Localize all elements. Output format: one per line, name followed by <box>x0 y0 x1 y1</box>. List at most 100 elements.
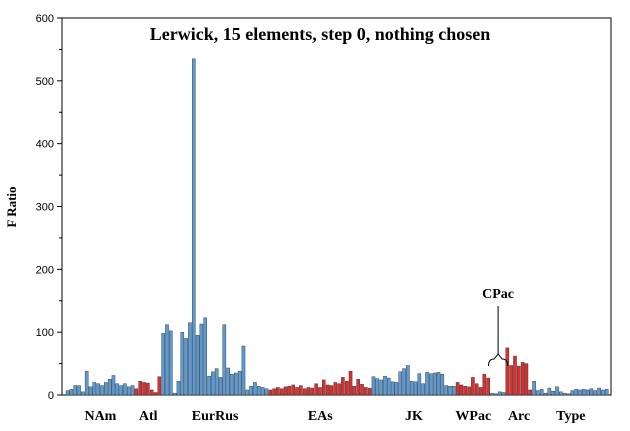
group-label: JK <box>405 409 423 424</box>
bar <box>436 372 441 396</box>
bar <box>501 392 506 396</box>
bar <box>429 373 433 396</box>
bar <box>126 386 131 396</box>
bar <box>142 382 146 396</box>
bar <box>218 377 223 396</box>
bar <box>505 347 510 396</box>
bar <box>138 380 142 396</box>
y-tick-label: 200 <box>36 264 54 276</box>
bar <box>417 373 422 396</box>
bar <box>383 375 387 396</box>
bar <box>65 390 70 396</box>
bar <box>532 380 536 396</box>
bar <box>352 386 357 396</box>
bar <box>497 391 502 396</box>
bar <box>333 382 338 396</box>
bar <box>348 370 353 396</box>
y-tick-label: 400 <box>36 139 54 151</box>
bar <box>582 389 586 396</box>
y-tick-label: 600 <box>36 13 54 25</box>
bar <box>123 383 127 396</box>
bar <box>536 390 540 396</box>
group-label: Arc <box>508 409 530 424</box>
bar <box>260 387 265 396</box>
bar <box>146 382 150 396</box>
bar <box>279 388 284 396</box>
y-tick-label: 100 <box>36 327 54 339</box>
bar <box>207 375 211 396</box>
bar <box>467 386 471 396</box>
bar <box>463 386 468 396</box>
bar <box>153 392 158 396</box>
bar <box>100 385 104 396</box>
bar <box>604 389 609 396</box>
chart-title: Lerwick, 15 elements, step 0, nothing ch… <box>150 24 491 44</box>
bar <box>452 386 456 396</box>
bar <box>130 385 135 396</box>
bar <box>379 379 383 396</box>
y-axis-label: F Ratio <box>4 186 19 227</box>
bar <box>226 367 230 396</box>
bar <box>367 387 372 396</box>
bar <box>306 387 311 396</box>
bar <box>302 388 307 396</box>
bar <box>356 379 360 396</box>
bar <box>547 387 552 396</box>
bar <box>570 390 575 396</box>
bar <box>341 377 345 396</box>
bar <box>84 370 89 396</box>
bar <box>406 365 410 396</box>
bar <box>394 382 399 396</box>
bar <box>490 392 494 396</box>
cpac-annotation: CPac <box>482 287 514 302</box>
bar <box>195 335 200 396</box>
bar <box>237 370 242 396</box>
bar <box>272 388 276 396</box>
bar <box>176 380 181 396</box>
bar <box>585 389 590 396</box>
annotation-bracket <box>487 353 509 367</box>
bar <box>425 372 429 396</box>
bar <box>169 330 173 396</box>
bar <box>283 386 288 396</box>
bar <box>88 386 93 396</box>
bar <box>276 387 280 396</box>
group-label: Atl <box>139 409 158 424</box>
bar <box>314 383 318 396</box>
bar <box>268 389 273 396</box>
labels: NAm Atl EurRus EAs JK WPac Arc Type CPac <box>84 287 585 424</box>
bar <box>165 324 169 396</box>
bar <box>111 375 116 396</box>
bar <box>299 385 303 396</box>
bar <box>337 383 341 396</box>
bar <box>107 379 112 396</box>
bar <box>203 317 208 396</box>
bar <box>528 389 533 396</box>
bar <box>199 323 204 396</box>
bar <box>517 365 521 396</box>
group-label: EAs <box>308 409 333 424</box>
bar <box>482 374 487 396</box>
bar <box>149 389 154 396</box>
bar <box>157 376 162 396</box>
group-label: Type <box>556 409 585 424</box>
bar <box>257 386 261 396</box>
bar <box>73 385 77 396</box>
bar <box>287 386 292 396</box>
bar <box>119 385 123 396</box>
bar <box>444 385 448 396</box>
bar <box>474 383 479 396</box>
bar <box>390 381 395 396</box>
bar <box>115 383 120 396</box>
bar <box>524 363 529 396</box>
bar <box>180 331 185 396</box>
group-label: EurRus <box>192 409 239 424</box>
bar <box>455 382 460 396</box>
plot-frame <box>61 17 612 396</box>
bar <box>325 384 330 396</box>
bar <box>375 378 380 396</box>
bar <box>409 380 414 396</box>
bar <box>104 382 108 396</box>
y-tick-label: 300 <box>36 202 54 214</box>
bar <box>291 384 295 396</box>
